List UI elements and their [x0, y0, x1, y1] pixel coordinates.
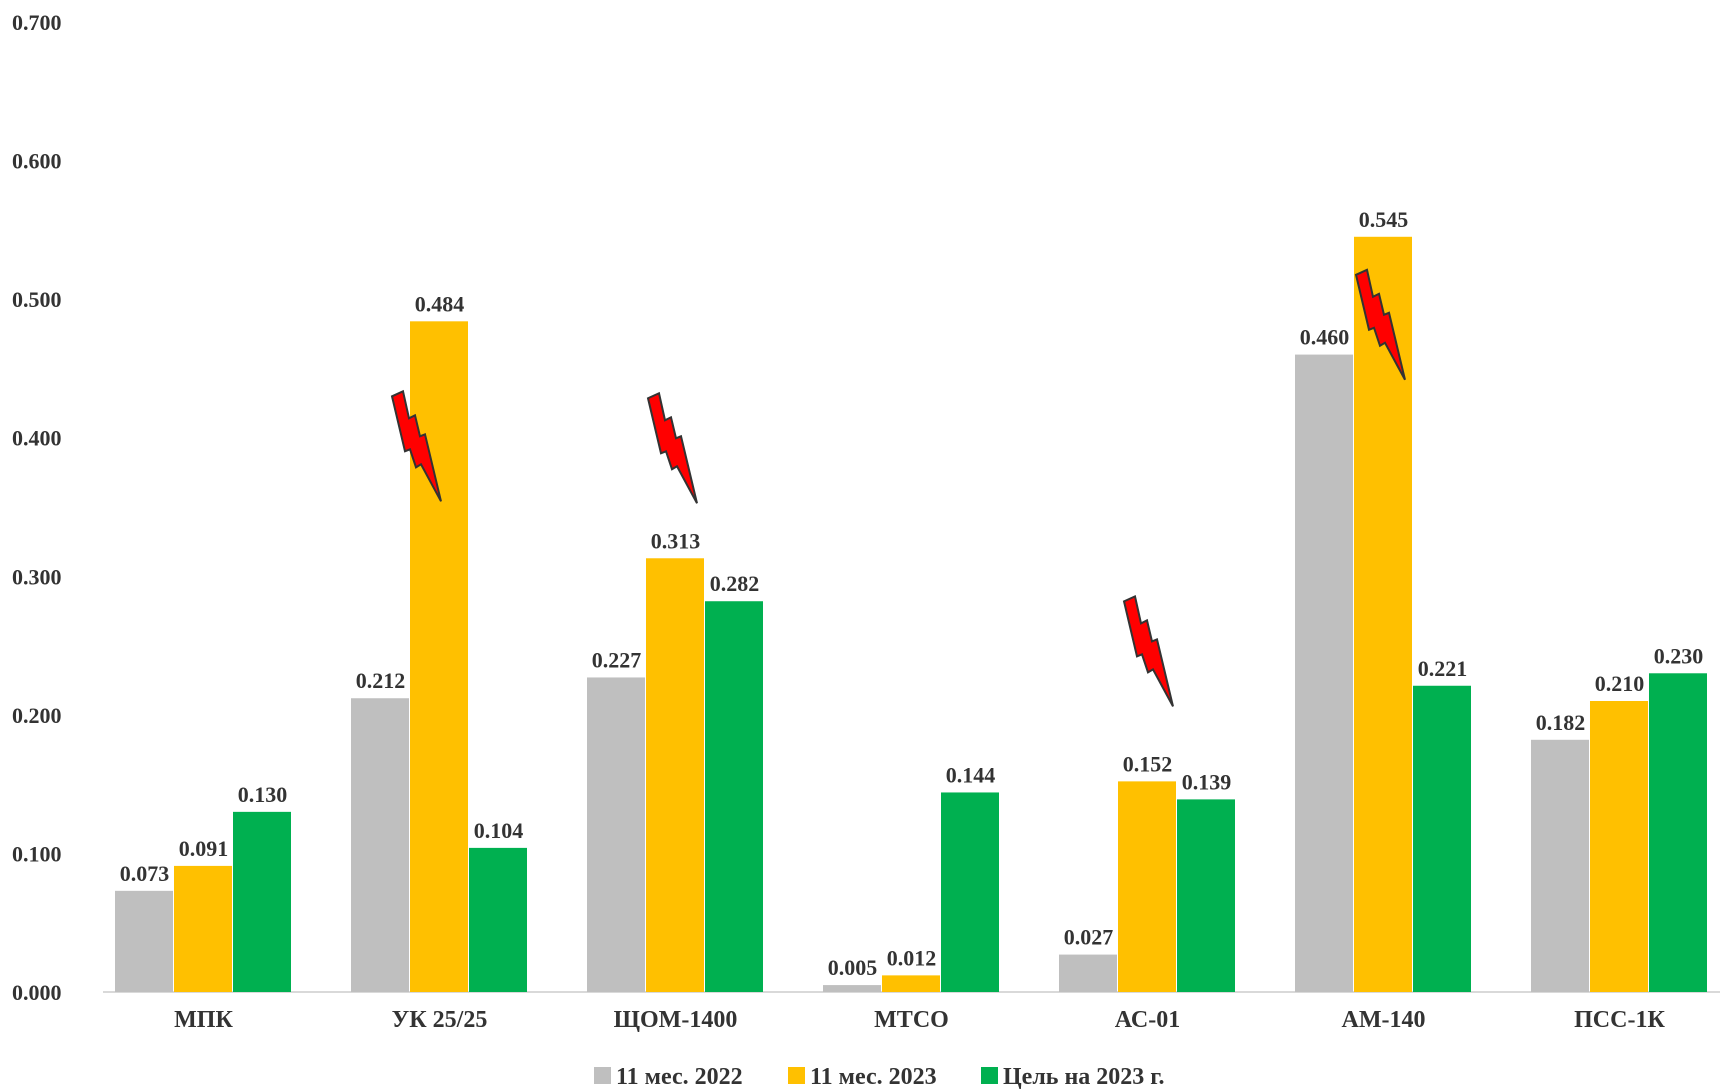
data-label: 0.144 — [946, 762, 996, 787]
data-label: 0.104 — [474, 818, 524, 843]
lightning-bolt-icon — [1354, 268, 1406, 381]
legend-swatch — [981, 1067, 998, 1084]
bar — [233, 811, 291, 992]
x-tick-label: ПСС-1К — [1574, 1007, 1665, 1033]
data-label: 0.460 — [1300, 325, 1350, 350]
data-labels: 0.073 0.091 0.130 0.212 0.484 0.104 0.227 0.313… — [120, 207, 1704, 980]
bar — [823, 985, 881, 992]
y-axis: 0.000 0.100 0.200 0.300 0.400 0.500 0.600 0.700 — [12, 10, 62, 1005]
data-label: 0.221 — [1418, 656, 1468, 681]
legend-swatch — [788, 1067, 805, 1084]
lightning-bolt-icon — [1122, 594, 1174, 707]
data-label: 0.484 — [415, 291, 465, 316]
lightning-bolt-icon — [646, 391, 698, 504]
bar — [882, 975, 940, 992]
y-tick-label: 0.500 — [12, 287, 62, 312]
bar — [941, 792, 999, 992]
y-tick-label: 0.000 — [12, 980, 62, 1005]
bar — [1354, 236, 1412, 993]
legend-swatch — [594, 1067, 611, 1084]
bar — [115, 890, 173, 992]
y-tick-label: 0.400 — [12, 426, 62, 451]
bar — [351, 698, 409, 992]
legend-label: 11 мес. 2022 — [616, 1064, 743, 1089]
bar — [646, 558, 704, 992]
bar — [1118, 781, 1176, 992]
bar — [705, 601, 763, 992]
bar — [469, 847, 527, 992]
x-tick-label: МПК — [174, 1007, 233, 1033]
data-label: 0.210 — [1595, 671, 1645, 696]
data-label: 0.027 — [1064, 925, 1114, 950]
lightning-annotations — [390, 268, 1406, 707]
data-label: 0.545 — [1359, 207, 1409, 232]
bar — [410, 321, 468, 992]
bar — [1590, 701, 1648, 992]
bar — [1059, 954, 1117, 992]
bar — [1531, 739, 1589, 992]
data-label: 0.005 — [828, 955, 878, 980]
lightning-bolt-icon — [390, 389, 442, 502]
data-label: 0.182 — [1536, 710, 1586, 735]
x-tick-label: УК 25/25 — [392, 1007, 488, 1033]
y-tick-label: 0.200 — [12, 703, 62, 728]
data-label: 0.012 — [887, 945, 937, 970]
bar — [587, 677, 645, 992]
x-tick-label: АС-01 — [1115, 1007, 1180, 1033]
data-label: 0.227 — [592, 647, 642, 672]
x-tick-label: АМ-140 — [1342, 1007, 1426, 1033]
legend-label: 11 мес. 2023 — [810, 1064, 937, 1089]
data-label: 0.091 — [179, 836, 229, 861]
bar — [1413, 685, 1471, 992]
data-label: 0.139 — [1182, 769, 1232, 794]
y-tick-label: 0.100 — [12, 841, 62, 866]
data-label: 0.212 — [356, 668, 406, 693]
legend-label: Цель на 2023 г. — [1003, 1064, 1165, 1089]
bar — [174, 865, 232, 992]
data-label: 0.073 — [120, 861, 170, 886]
bar — [1177, 799, 1235, 992]
bars — [115, 236, 1707, 993]
data-label: 0.282 — [710, 571, 760, 596]
bar — [1649, 673, 1707, 992]
legend: 11 мес. 2022 11 мес. 2023 Цель на 2023 г. — [594, 1064, 1165, 1089]
x-tick-label: ЩОМ-1400 — [614, 1007, 738, 1033]
data-label: 0.130 — [238, 782, 288, 807]
bar — [1295, 354, 1353, 993]
y-tick-label: 0.300 — [12, 564, 62, 589]
y-tick-label: 0.600 — [12, 149, 62, 174]
data-label: 0.313 — [651, 528, 701, 553]
x-axis: МПК УК 25/25 ЩОМ-1400 МТСО АС-01 АМ-140 ПСС-1К — [174, 1007, 1665, 1033]
y-tick-label: 0.700 — [12, 10, 62, 35]
data-label: 0.152 — [1123, 751, 1173, 776]
x-tick-label: МТСО — [874, 1007, 949, 1033]
data-label: 0.230 — [1654, 643, 1704, 668]
